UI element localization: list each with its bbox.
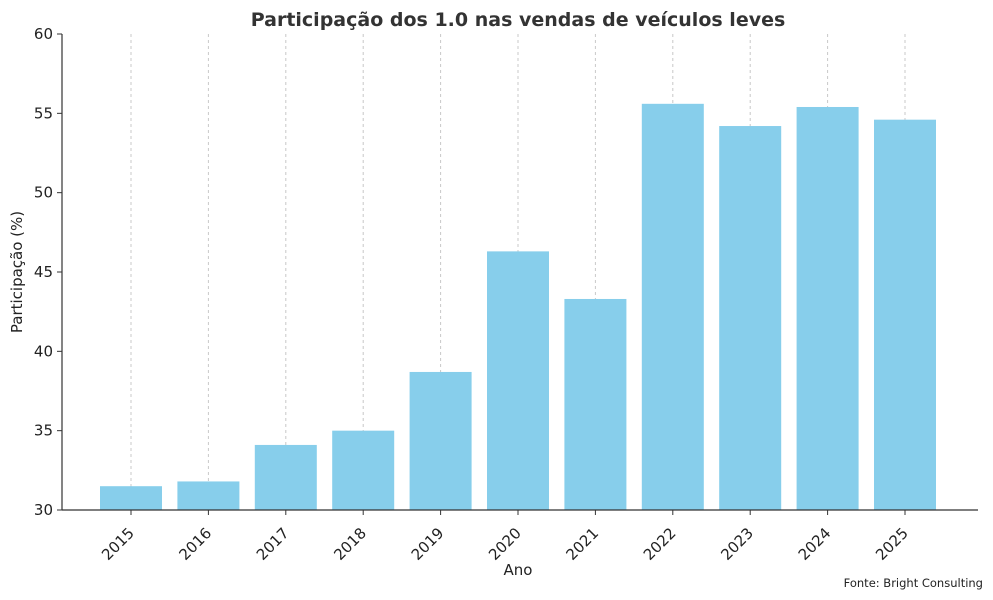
x-tick-label: 2018 <box>330 524 370 564</box>
x-tick-label: 2016 <box>175 524 215 564</box>
bar-2025 <box>874 119 936 511</box>
y-tick-labels: 30 35 40 45 50 55 60 <box>34 25 53 519</box>
x-tick-label: 2022 <box>640 524 680 564</box>
bar-2020 <box>487 251 549 510</box>
y-tick-label: 60 <box>34 25 53 43</box>
axes <box>57 33 978 515</box>
bar-2022 <box>641 103 704 511</box>
y-tick-label: 30 <box>34 501 53 519</box>
x-tick-label: 2015 <box>98 524 138 564</box>
x-tick-label: 2025 <box>872 524 912 564</box>
x-tick-label: 2024 <box>795 524 835 564</box>
x-tick-label: 2019 <box>408 524 448 564</box>
bar-2017 <box>254 444 317 510</box>
y-tick-label: 50 <box>34 184 53 202</box>
x-tick-labels: 2015 2016 2017 2018 2019 2020 2021 2022 2023 2024… <box>98 524 912 564</box>
bar-2016 <box>177 481 240 510</box>
source-note: Fonte: Bright Consulting <box>844 576 983 590</box>
y-tick-label: 45 <box>34 263 53 281</box>
bar-2019 <box>409 371 472 510</box>
x-axis-label: Ano <box>504 561 533 579</box>
y-tick-label: 40 <box>34 342 53 360</box>
chart-title: Participação dos 1.0 nas vendas de veícu… <box>251 9 786 31</box>
x-tick-label: 2023 <box>717 524 757 564</box>
x-tick-label: 2020 <box>485 524 525 564</box>
y-tick-label: 35 <box>34 422 53 440</box>
bar-2023 <box>719 126 782 510</box>
x-tick-label: 2017 <box>253 524 293 564</box>
y-tick-label: 55 <box>34 104 53 122</box>
bar-2015 <box>100 486 162 510</box>
bar-2018 <box>332 430 395 510</box>
bar-2024 <box>796 106 859 510</box>
y-axis-label: Participação (%) <box>8 211 26 333</box>
x-tick-label: 2021 <box>562 524 602 564</box>
bars <box>100 103 936 511</box>
bar-2021 <box>564 298 627 510</box>
